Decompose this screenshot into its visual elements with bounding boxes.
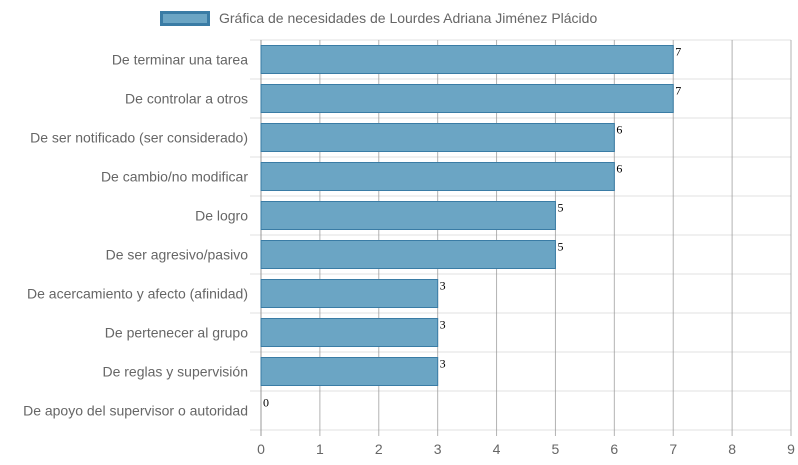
x-axis-ticks: 0 1 2 3 4 5 6 7 8 9 [257,441,795,457]
x-tick-label: 6 [610,441,618,457]
value-label: 7 [675,84,681,98]
category-label: De reglas y supervisión [102,364,248,380]
bars [260,45,674,386]
bar [260,279,439,308]
value-label: 5 [557,240,563,254]
category-label: De ser notificado (ser considerado) [30,130,248,146]
x-tick-label: 9 [787,441,795,457]
category-label: De logro [195,208,248,224]
bar [260,318,439,347]
bar [260,240,556,269]
value-label: 6 [616,162,622,176]
bar [260,201,556,230]
value-labels: 7 7 6 6 5 5 3 3 3 0 [263,45,681,410]
value-label: 3 [440,318,446,332]
bar [260,123,615,152]
x-tick-label: 2 [375,441,383,457]
value-label: 5 [557,201,563,215]
x-tick-label: 4 [493,441,501,457]
x-tick-label: 5 [552,441,560,457]
category-label: De apoyo del supervisor o autoridad [23,403,248,419]
category-label: De controlar a otros [125,91,248,107]
value-label: 3 [440,357,446,371]
bar [260,357,439,386]
category-label: De pertenecer al grupo [105,325,248,341]
category-label: De cambio/no modificar [101,169,248,185]
bar [260,162,615,191]
x-tick-label: 7 [669,441,677,457]
value-label: 3 [440,279,446,293]
value-label: 0 [263,396,269,410]
x-tick-label: 3 [434,441,442,457]
bar [260,84,674,113]
legend-swatch [160,11,210,26]
value-label: 6 [616,123,622,137]
category-label: De terminar una tarea [112,52,248,68]
category-labels: De terminar una tarea De controlar a otro… [23,52,248,419]
value-label: 7 [675,45,681,59]
chart-legend[interactable]: Gráfica de necesidades de Lourdes Adrian… [0,8,798,30]
category-label: De ser agresivo/pasivo [106,247,249,263]
bar [260,45,674,74]
x-tick-label: 1 [316,441,324,457]
x-tick-label: 0 [257,441,265,457]
legend-label: Gráfica de necesidades de Lourdes Adrian… [219,10,598,26]
category-label: De acercamiento y afecto (afinidad) [27,286,248,302]
x-tick-label: 8 [728,441,736,457]
